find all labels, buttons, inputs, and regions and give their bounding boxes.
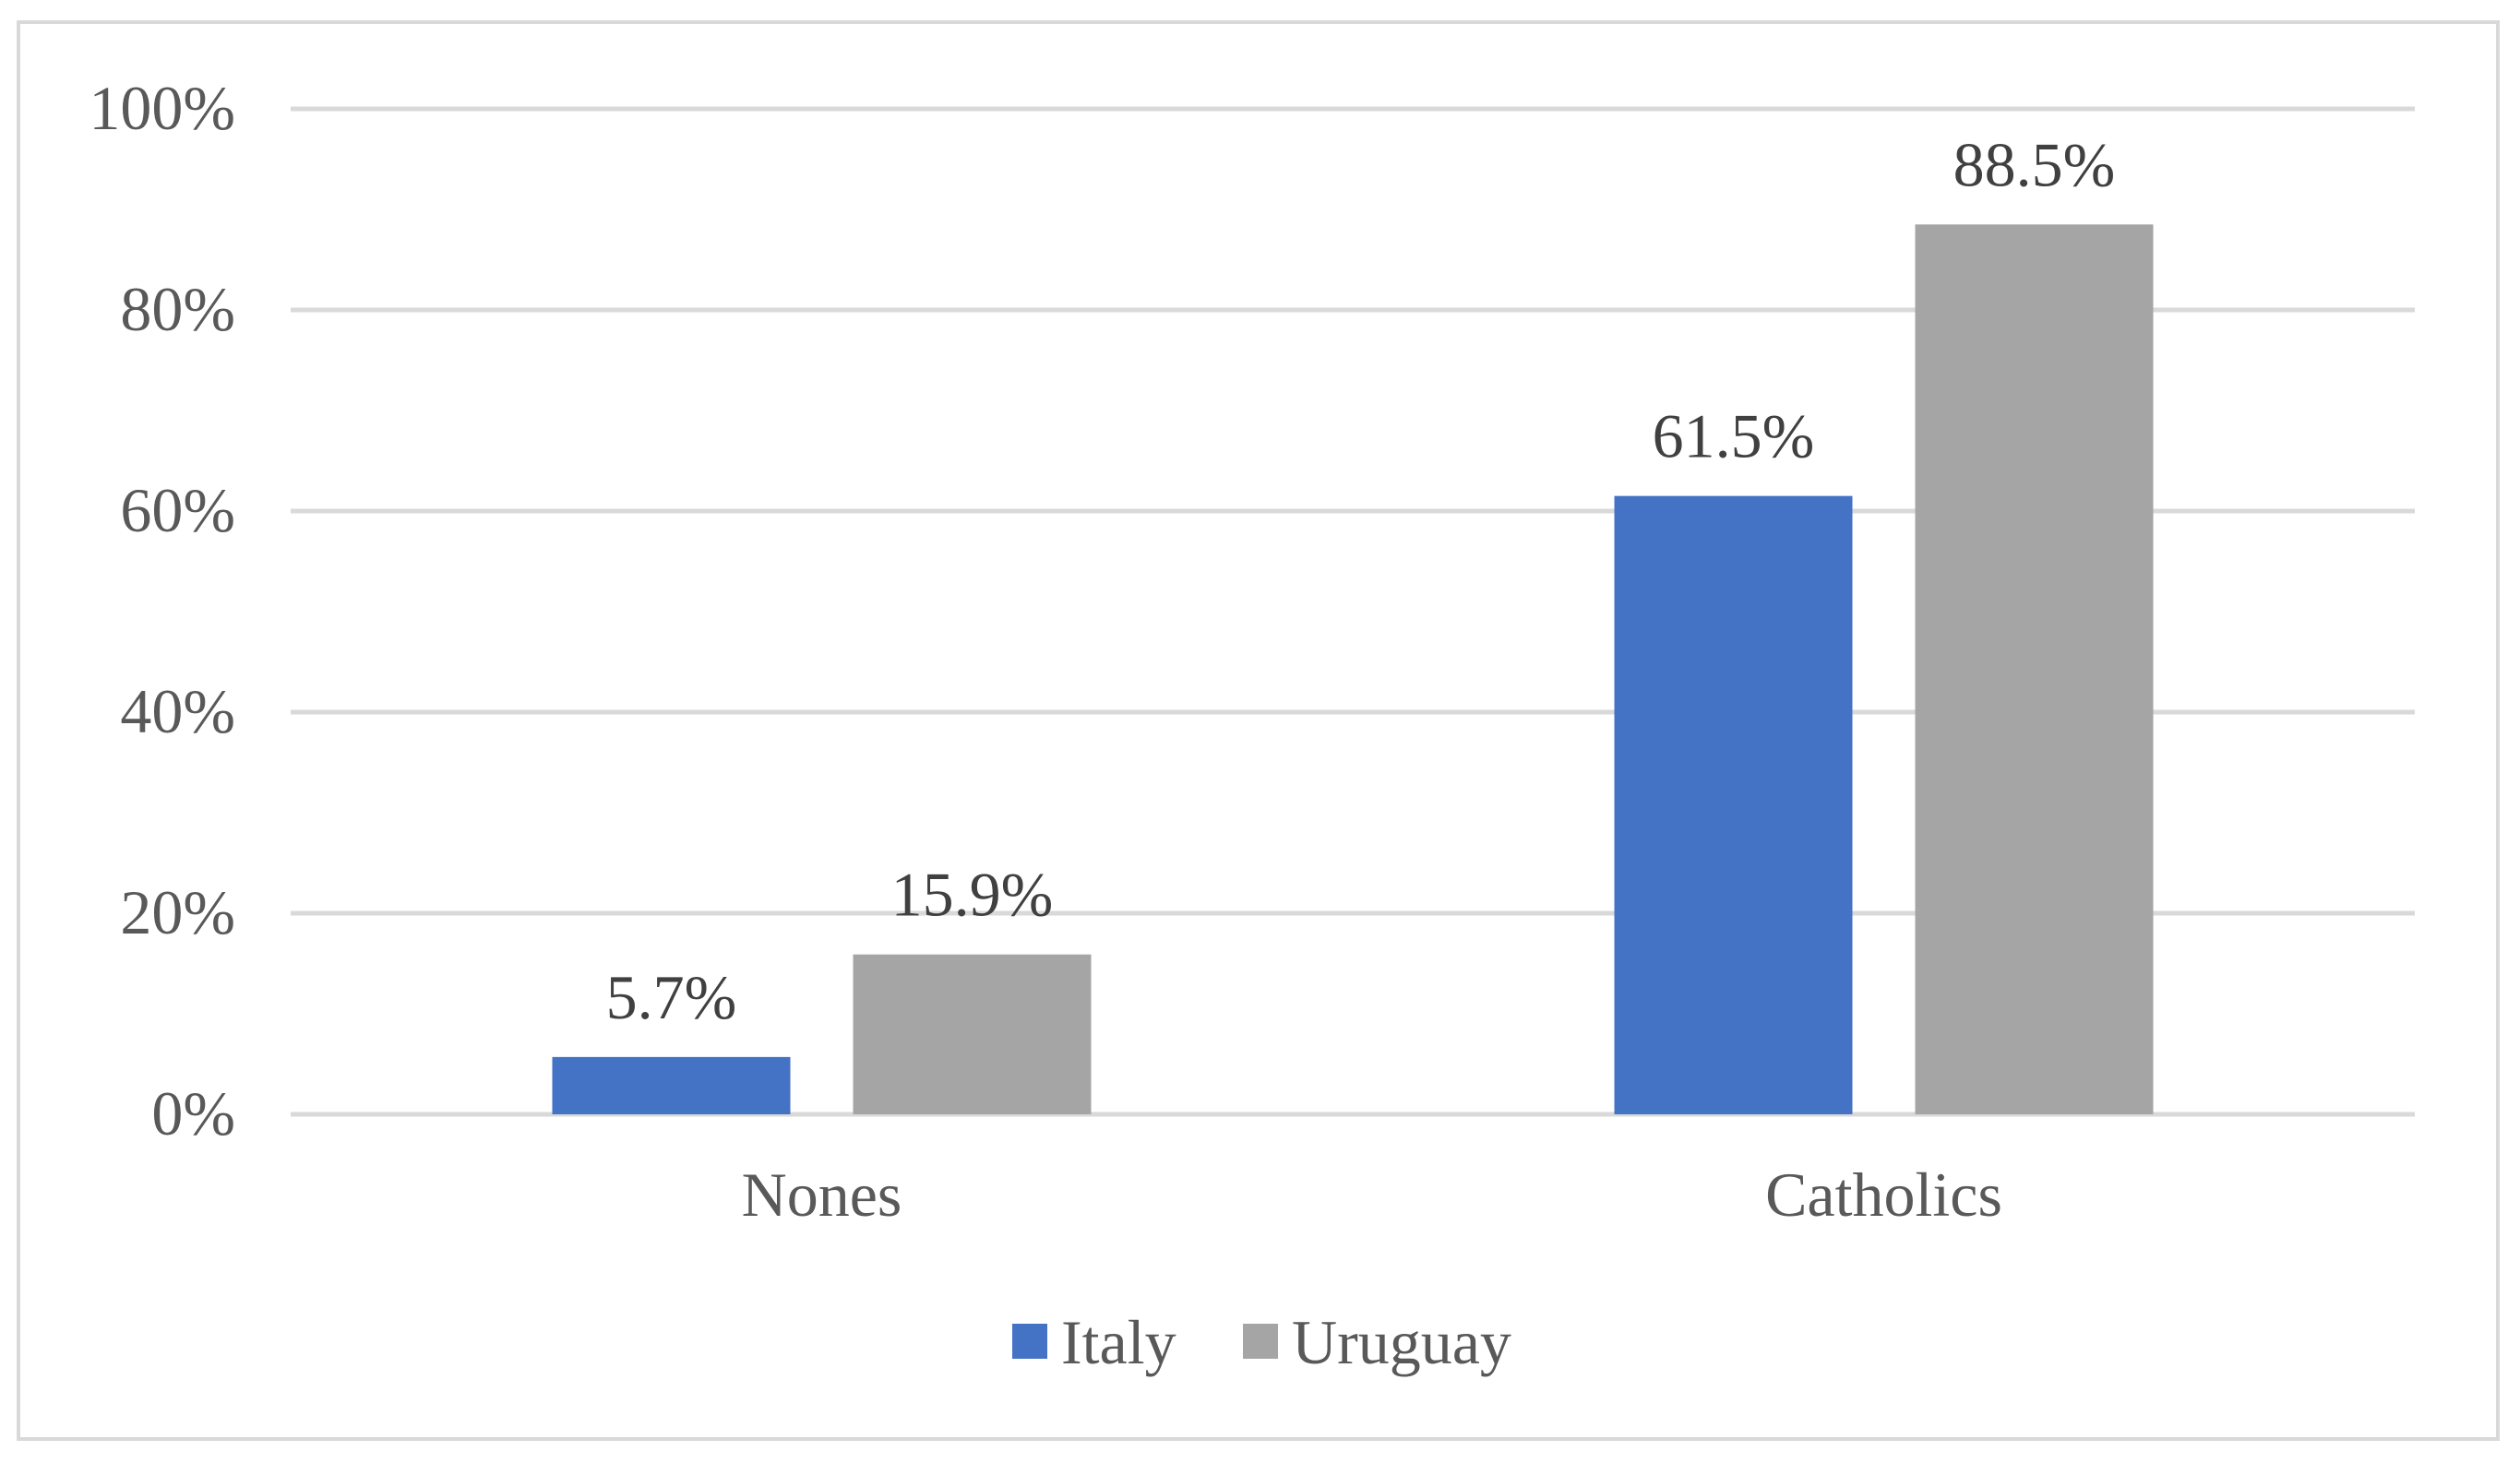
y-tick-label: 60% bbox=[120, 475, 235, 545]
data-label: 5.7% bbox=[606, 962, 737, 1032]
legend-label: Uruguay bbox=[1292, 1307, 1511, 1377]
data-label: 88.5% bbox=[1953, 129, 2116, 199]
legend-swatch-uruguay bbox=[1243, 1324, 1278, 1359]
bars bbox=[552, 224, 2154, 1115]
y-tick-label: 100% bbox=[89, 73, 235, 143]
y-tick-label: 0% bbox=[151, 1078, 235, 1148]
y-tick-label: 20% bbox=[120, 877, 235, 947]
legend-label: Italy bbox=[1061, 1307, 1176, 1377]
legend: Italy Uruguay bbox=[1012, 1307, 1511, 1377]
data-label: 61.5% bbox=[1653, 401, 1815, 471]
x-axis-category-labels: Nones Catholics bbox=[742, 1160, 2002, 1230]
x-category-label: Nones bbox=[742, 1160, 902, 1230]
bar-italy-catholics bbox=[1614, 495, 1853, 1114]
bar-uruguay-nones bbox=[853, 954, 1092, 1114]
data-label: 15.9% bbox=[891, 860, 1054, 930]
y-tick-label: 40% bbox=[120, 676, 235, 746]
y-tick-label: 80% bbox=[120, 274, 235, 344]
x-category-label: Catholics bbox=[1765, 1160, 2002, 1230]
bar-uruguay-catholics bbox=[1915, 224, 2154, 1115]
legend-swatch-italy bbox=[1012, 1324, 1047, 1359]
data-labels: 5.7% 15.9% 61.5% 88.5% bbox=[606, 129, 2116, 1032]
bar-italy-nones bbox=[552, 1056, 791, 1114]
y-axis-tick-labels: 0% 20% 40% 60% 80% 100% bbox=[89, 73, 235, 1148]
